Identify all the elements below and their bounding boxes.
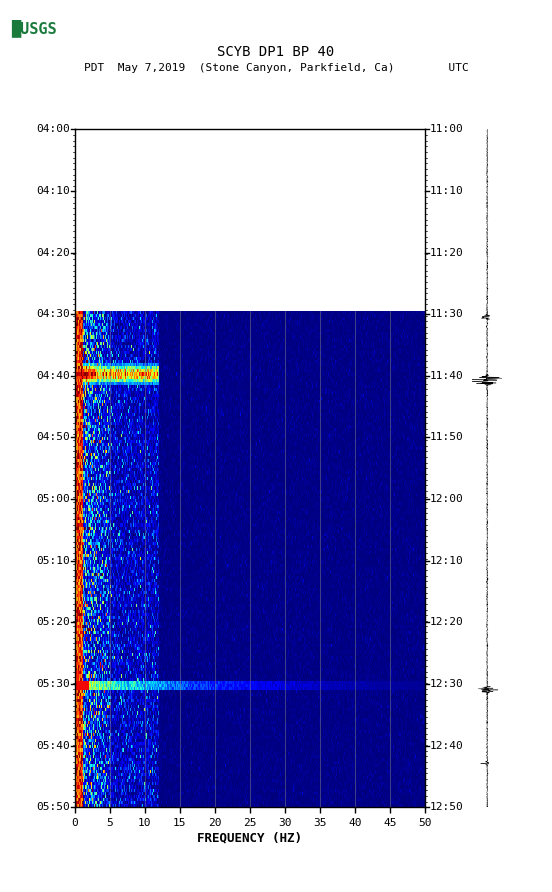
Text: 04:30: 04:30 (36, 310, 70, 319)
Text: 04:20: 04:20 (36, 248, 70, 258)
Text: 11:40: 11:40 (429, 371, 463, 381)
Text: 05:40: 05:40 (36, 740, 70, 751)
X-axis label: FREQUENCY (HZ): FREQUENCY (HZ) (197, 832, 302, 845)
Text: 12:00: 12:00 (429, 494, 463, 504)
Text: 05:00: 05:00 (36, 494, 70, 504)
Text: 04:50: 04:50 (36, 433, 70, 442)
Text: 05:50: 05:50 (36, 802, 70, 813)
Text: 11:30: 11:30 (429, 310, 463, 319)
Text: 12:50: 12:50 (429, 802, 463, 813)
Text: 05:30: 05:30 (36, 679, 70, 689)
Text: 04:40: 04:40 (36, 371, 70, 381)
Text: 11:50: 11:50 (429, 433, 463, 442)
Text: PDT  May 7,2019  (Stone Canyon, Parkfield, Ca)        UTC: PDT May 7,2019 (Stone Canyon, Parkfield,… (83, 62, 469, 73)
Text: 11:20: 11:20 (429, 248, 463, 258)
Text: █USGS: █USGS (11, 20, 57, 37)
Text: SCYB DP1 BP 40: SCYB DP1 BP 40 (217, 45, 335, 59)
Text: 11:10: 11:10 (429, 186, 463, 196)
Text: 12:30: 12:30 (429, 679, 463, 689)
Text: 12:20: 12:20 (429, 617, 463, 627)
Text: 04:00: 04:00 (36, 124, 70, 135)
Text: 11:00: 11:00 (429, 124, 463, 135)
Text: 12:10: 12:10 (429, 556, 463, 566)
Text: 05:10: 05:10 (36, 556, 70, 566)
Text: 05:20: 05:20 (36, 617, 70, 627)
Text: 04:10: 04:10 (36, 186, 70, 196)
Text: 12:40: 12:40 (429, 740, 463, 751)
